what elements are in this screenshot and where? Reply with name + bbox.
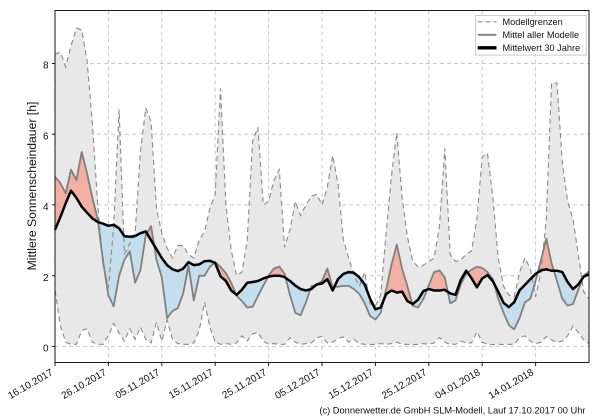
svg-text:(c) Donnerwetter.de GmbH SLM-M: (c) Donnerwetter.de GmbH SLM-Modell, Lau… <box>319 405 585 415</box>
svg-text:4: 4 <box>43 202 49 213</box>
svg-text:8: 8 <box>43 61 49 72</box>
svg-text:Mittel aller Modelle: Mittel aller Modelle <box>503 30 580 40</box>
svg-text:2: 2 <box>43 273 49 284</box>
svg-text:Mittlere Sonnenscheindauer [h]: Mittlere Sonnenscheindauer [h] <box>25 102 39 271</box>
svg-text:6: 6 <box>43 131 49 142</box>
svg-text:Mittelwert 30 Jahre: Mittelwert 30 Jahre <box>503 43 581 53</box>
svg-text:Modellgrenzen: Modellgrenzen <box>503 17 563 27</box>
svg-text:0: 0 <box>43 344 49 355</box>
